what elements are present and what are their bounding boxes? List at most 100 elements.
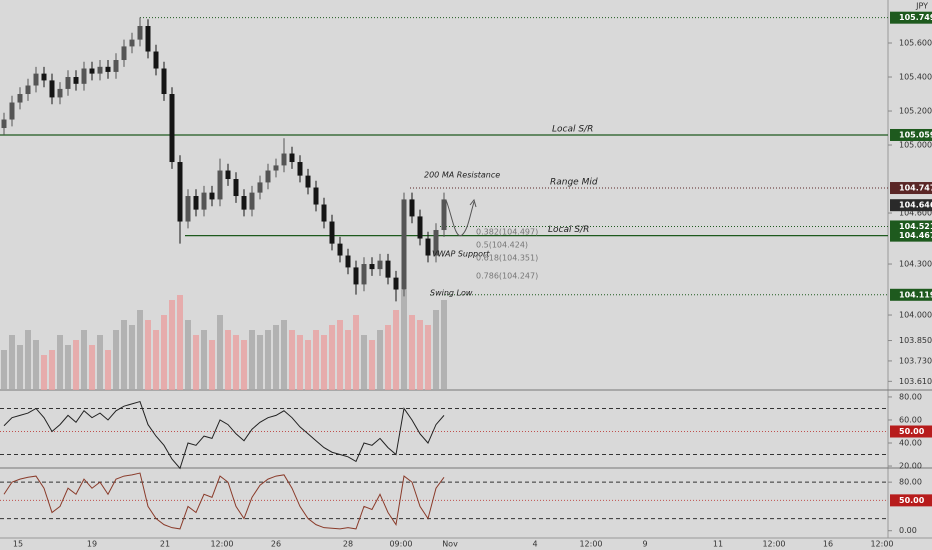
volume-bar [425,325,431,390]
candle-body [129,39,135,47]
x-tick-label: 09:00 [389,540,412,549]
volume-bar [9,335,15,390]
price-label-box [890,182,932,195]
x-tick-label: 26 [271,540,281,549]
y-tick-label: 80.00 [899,392,922,401]
candle-body [329,221,335,244]
volume-bar [153,330,159,390]
volume-bar [297,335,303,390]
price-label-box [890,288,932,301]
candle-body [177,162,183,222]
candle-body [273,165,279,171]
candle-body [209,192,215,200]
volume-bar [193,335,199,390]
candle-body [137,26,143,40]
volume-bar [81,330,87,390]
volume-bar [73,340,79,390]
volume-bar [57,335,63,390]
mid-label: 50.00 [899,427,925,436]
volume-bar [201,330,207,390]
candle-body [417,216,423,239]
x-tick-label: 16 [823,540,833,549]
level-text: Range Mid [550,178,598,188]
volume-bar [41,355,47,390]
level-text: Local S/R [552,124,593,134]
candle-body [353,267,359,285]
price-label-box [890,11,932,24]
volume-bar [241,340,247,390]
candle-body [385,260,391,278]
volume-bar [249,330,255,390]
candle-body [393,277,399,290]
y-tick-label: 105.000 [899,141,932,150]
price-label: 104.119 [899,290,932,299]
level-text: Local S/R [548,225,589,235]
candle-body [81,68,87,84]
projection-arrow [445,198,477,237]
price-label-box [890,199,932,212]
y-tick-label: 104.600 [899,209,932,218]
candle-body [249,192,255,210]
volume-bar [161,315,167,390]
candle-body [33,73,39,86]
price-label-box [890,229,932,242]
candle-body [193,196,199,210]
stoch-line [3,472,445,530]
price-label-box [890,220,932,233]
y-tick-label: 103.850 [899,336,932,345]
candle-body [313,187,319,205]
x-tick-label: 21 [160,540,170,549]
volume-bar [25,330,31,390]
volume-bar [89,345,95,390]
x-tick-label: 11 [713,540,723,549]
volume-bar [409,315,415,390]
volume-bar [441,300,447,390]
volume-bar [257,335,263,390]
volume-bar [313,330,319,390]
mid-label-box [890,494,932,507]
volume-bar [273,325,279,390]
y-tick-label: 80.00 [899,478,922,487]
candle-body [121,46,127,61]
y-tick-label: 40.00 [899,439,922,448]
x-tick-label: 28 [343,540,353,549]
volume-bar [169,300,175,390]
candle-body [369,264,375,270]
currency: JPY [915,2,928,11]
volume-bar [1,350,7,390]
candle-body [225,170,231,180]
volume-bar [225,330,231,390]
volume-bar [321,335,327,390]
price-label: 104.467 [899,231,932,240]
volume-bar [353,315,359,390]
candle-body [17,94,23,103]
x-tick-label: 4 [532,540,537,549]
candle-body [377,260,383,270]
candle-body [161,68,167,95]
volume-bar [401,290,407,390]
candle-body [409,199,415,217]
volume-bar [105,350,111,390]
volume-bar [265,330,271,390]
volume-bar [49,350,55,390]
volume-bar [393,310,399,390]
y-tick-label: 105.200 [899,107,932,116]
volume-bar [121,320,127,390]
candle-body [241,196,247,210]
x-tick-label: 9 [642,540,647,549]
candle-body [185,196,191,222]
candle-body [73,77,79,84]
volume-bar [217,315,223,390]
candle-body [281,153,287,166]
volume-bar [345,330,351,390]
candle-body [105,66,111,72]
volume-bar [17,345,23,390]
candle-body [57,88,63,98]
y-tick-label: 103.610 [899,377,932,386]
annotation: 0.786(104.247) [476,272,538,281]
volume-bar [281,320,287,390]
candle-body [289,153,295,163]
y-tick-label: 104.000 [899,311,932,320]
candle-body [145,26,151,52]
x-tick-label: 15 [13,540,23,549]
